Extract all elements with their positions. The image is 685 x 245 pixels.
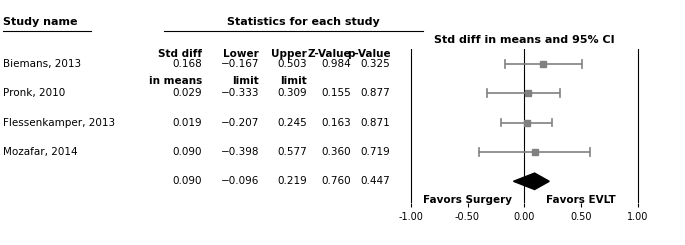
Text: Flessenkamper, 2013: Flessenkamper, 2013 <box>3 118 116 127</box>
Text: 0.877: 0.877 <box>361 88 390 98</box>
Text: −0.167: −0.167 <box>221 59 259 69</box>
Text: 0.760: 0.760 <box>322 176 351 186</box>
Text: Study name: Study name <box>3 17 78 27</box>
Text: 0.871: 0.871 <box>361 118 390 127</box>
Text: Upper: Upper <box>271 49 307 59</box>
Text: 0.219: 0.219 <box>277 176 307 186</box>
Text: limit: limit <box>232 76 259 86</box>
Text: 0.019: 0.019 <box>173 118 202 127</box>
Text: 0.984: 0.984 <box>322 59 351 69</box>
Polygon shape <box>514 173 549 190</box>
Text: Favors EVLT: Favors EVLT <box>547 196 616 205</box>
Text: 0.309: 0.309 <box>277 88 307 98</box>
Text: 0.245: 0.245 <box>277 118 307 127</box>
Text: in means: in means <box>149 76 202 86</box>
Text: −0.207: −0.207 <box>221 118 259 127</box>
Text: Pronk, 2010: Pronk, 2010 <box>3 88 66 98</box>
Text: 0.503: 0.503 <box>277 59 307 69</box>
Text: 0.447: 0.447 <box>361 176 390 186</box>
Text: 0.155: 0.155 <box>322 88 351 98</box>
Text: −0.096: −0.096 <box>221 176 259 186</box>
Title: Std diff in means and 95% CI: Std diff in means and 95% CI <box>434 36 614 45</box>
Text: 0.719: 0.719 <box>361 147 390 157</box>
Text: limit: limit <box>280 76 307 86</box>
Text: Mozafar, 2014: Mozafar, 2014 <box>3 147 78 157</box>
Text: −0.333: −0.333 <box>221 88 259 98</box>
Text: Favors Surgery: Favors Surgery <box>423 196 512 205</box>
Text: 0.325: 0.325 <box>361 59 390 69</box>
Text: 0.163: 0.163 <box>322 118 351 127</box>
Text: −0.398: −0.398 <box>221 147 259 157</box>
Text: 0.090: 0.090 <box>173 147 202 157</box>
Text: p-Value: p-Value <box>347 49 390 59</box>
Text: 0.029: 0.029 <box>173 88 202 98</box>
Text: 0.360: 0.360 <box>322 147 351 157</box>
Text: Statistics for each study: Statistics for each study <box>227 17 379 27</box>
Text: 0.168: 0.168 <box>173 59 202 69</box>
Text: Lower: Lower <box>223 49 259 59</box>
Text: Z-Value: Z-Value <box>308 49 351 59</box>
Text: Biemans, 2013: Biemans, 2013 <box>3 59 82 69</box>
Text: 0.090: 0.090 <box>173 176 202 186</box>
Text: 0.577: 0.577 <box>277 147 307 157</box>
Text: Std diff: Std diff <box>158 49 202 59</box>
